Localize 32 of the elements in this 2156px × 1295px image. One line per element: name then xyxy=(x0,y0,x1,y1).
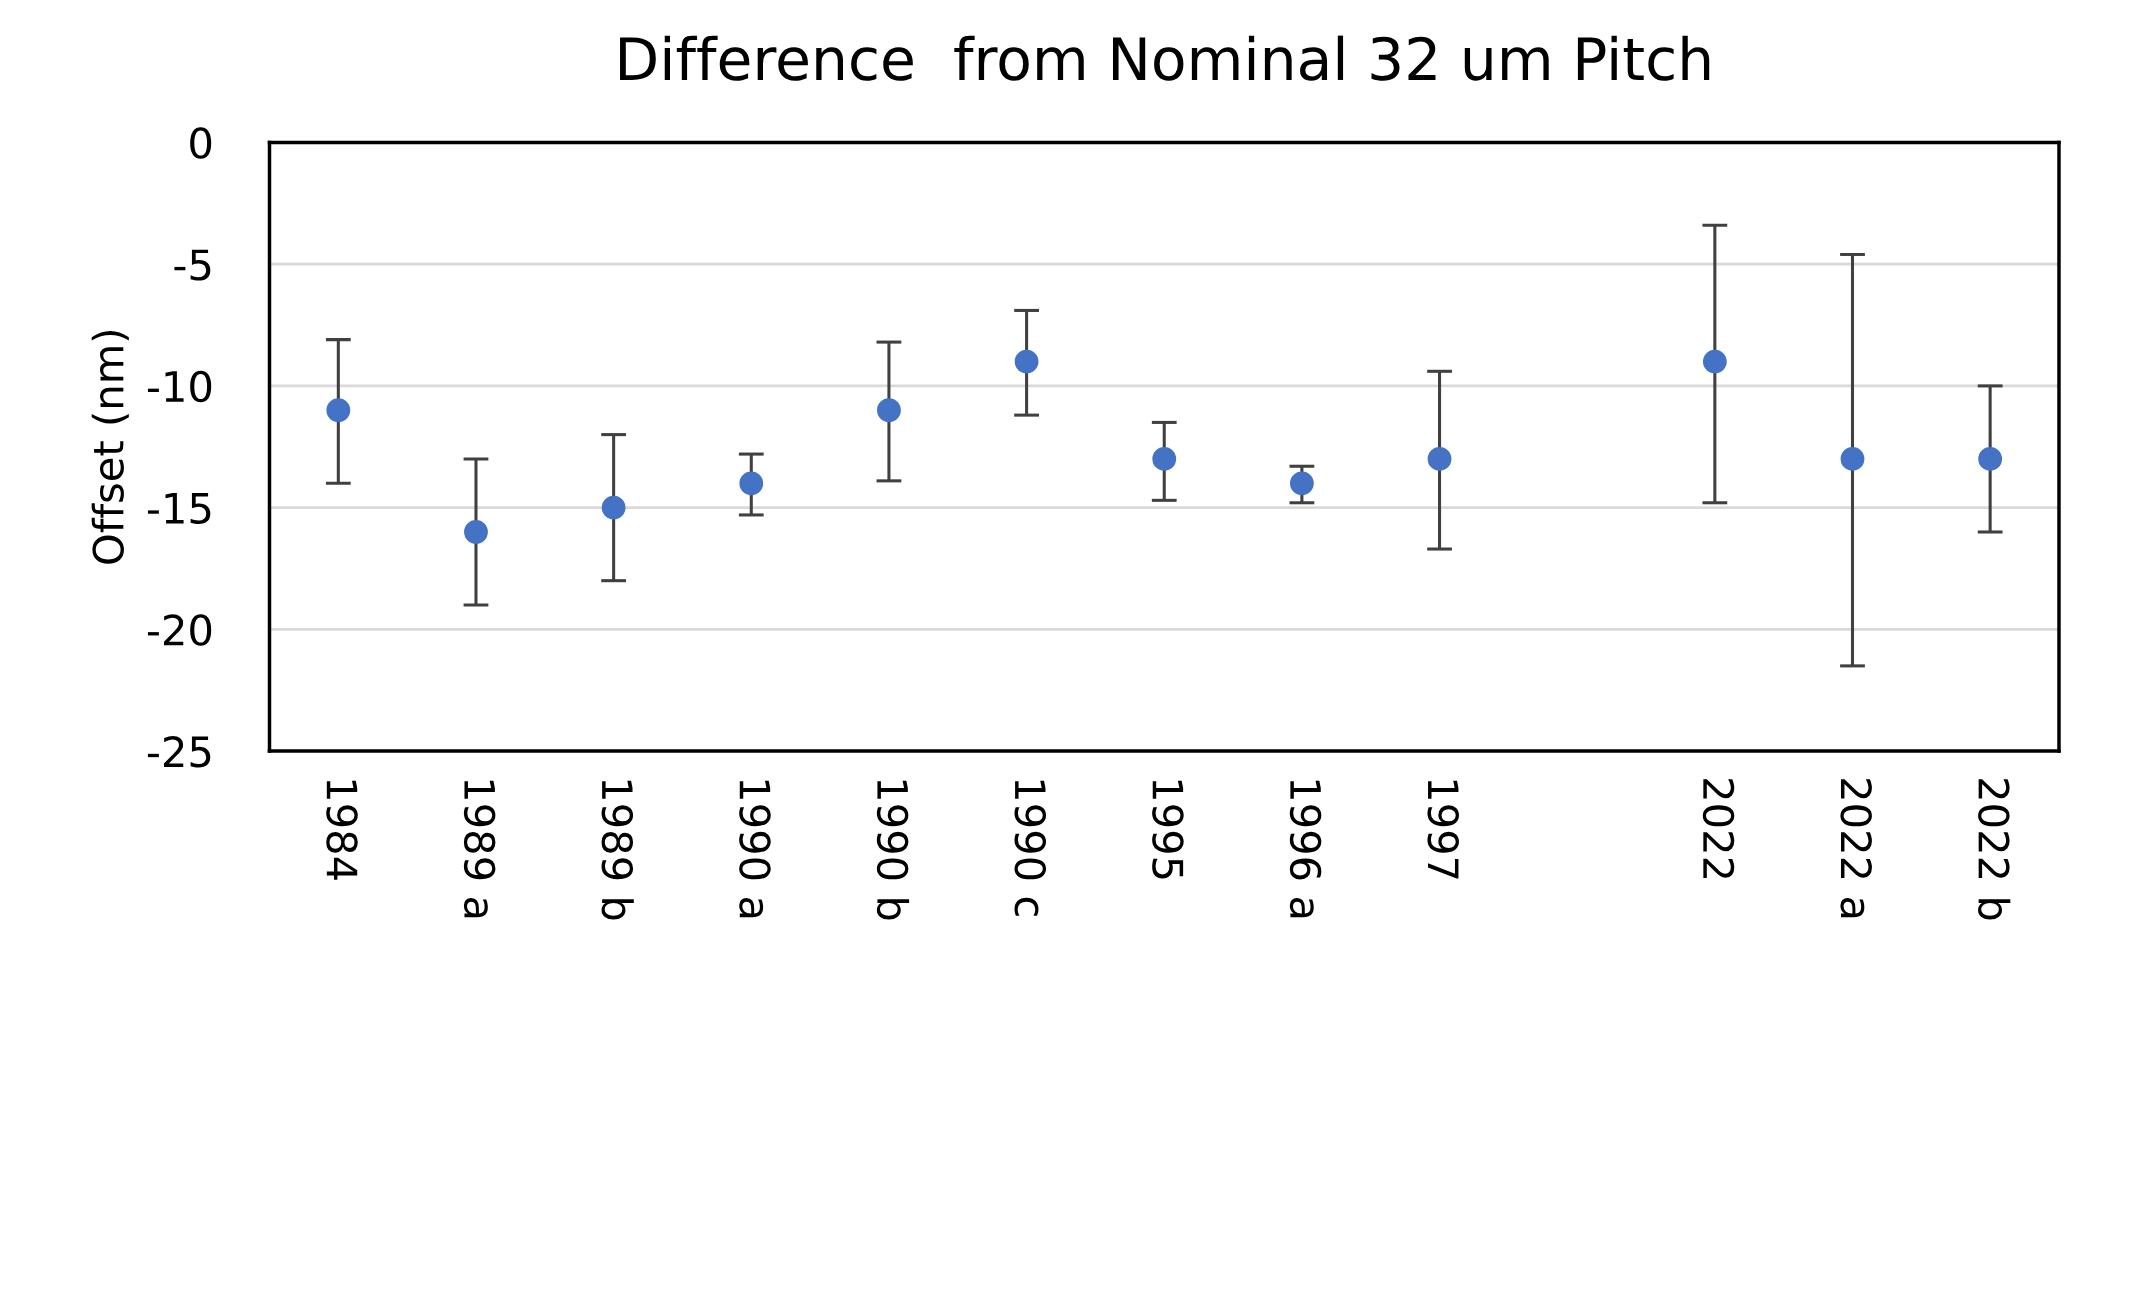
point xyxy=(1702,349,1727,374)
x-tick-label: 1997 xyxy=(1427,780,1459,879)
x-tick-label: 1990 b xyxy=(876,780,910,920)
x-tick-label: 1990 a xyxy=(739,780,771,918)
x-tick-label: 2022 xyxy=(1702,779,1735,878)
x-tick-label: 1990 c xyxy=(1014,780,1047,916)
point xyxy=(1289,471,1314,496)
y-tick-label: -20 xyxy=(147,614,212,646)
y-tick-label: -25 xyxy=(147,736,211,768)
point xyxy=(1014,349,1039,374)
chart-title: Difference from Nominal 32 um Pitch xyxy=(620,35,1710,81)
x-tick-label: 1989 a xyxy=(463,780,496,918)
point xyxy=(1427,447,1452,471)
y-axis-title: Offset (nm) xyxy=(91,331,129,564)
y-tick-label: -5 xyxy=(174,249,211,281)
point xyxy=(739,471,764,496)
y-tick-label: -15 xyxy=(147,493,211,525)
point xyxy=(1152,447,1177,471)
point xyxy=(877,398,901,423)
x-tick-label: 2022 a xyxy=(1840,779,1872,918)
point xyxy=(601,495,626,520)
x-tick-label: 1996 a xyxy=(1289,780,1322,918)
x-tick-label: 1989 b xyxy=(601,780,634,920)
x-tick-label: 1984 xyxy=(326,780,358,880)
point xyxy=(464,520,488,544)
x-tick-label: 2022 b xyxy=(1978,779,2011,920)
y-tick-label: 0 xyxy=(190,127,212,159)
point xyxy=(1840,447,1865,471)
y-tick-label: -10 xyxy=(147,370,212,403)
point xyxy=(326,398,351,423)
point xyxy=(1978,447,2003,471)
x-tick-label: 1995 xyxy=(1152,780,1184,879)
